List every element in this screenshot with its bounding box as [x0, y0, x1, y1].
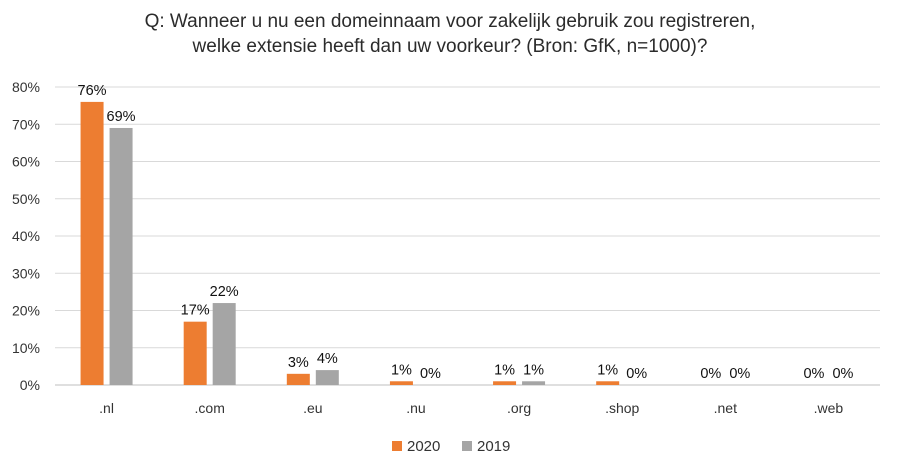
data-label-2020-eu: 3%: [288, 355, 309, 371]
data-label-2020-shop: 1%: [597, 362, 618, 378]
data-label-2019-net: 0%: [729, 366, 750, 382]
bar-2020-shop: [596, 381, 620, 385]
bar-2019-nl: [109, 127, 133, 385]
data-label-2019-nl: 69%: [107, 109, 136, 125]
y-tick-label: 60%: [12, 154, 40, 170]
data-label-2019-org: 1%: [523, 362, 544, 378]
bar-2019-com: [212, 303, 236, 385]
x-tick-label: .nl: [99, 400, 114, 416]
x-tick-label: .web: [814, 400, 844, 416]
data-label-2019-nu: 0%: [420, 366, 441, 382]
y-tick-label: 80%: [12, 79, 40, 95]
legend-swatch-2020: [392, 441, 402, 451]
x-tick-label: .eu: [303, 400, 322, 416]
bar-2020-nl: [80, 101, 104, 386]
x-tick-label: .net: [714, 400, 737, 416]
data-label-2020-nl: 76%: [78, 83, 107, 99]
chart-title-line-2: welke extensie heeft dan uw voorkeur? (B…: [192, 36, 708, 57]
data-label-2019-web: 0%: [832, 366, 853, 382]
x-tick-label: .shop: [605, 400, 639, 416]
x-tick-label: .com: [195, 400, 225, 416]
x-tick-label: .org: [507, 400, 531, 416]
data-label-2020-nu: 1%: [391, 362, 412, 378]
bars: [80, 101, 620, 386]
data-label-2019-shop: 0%: [626, 366, 647, 382]
y-tick-label: 50%: [12, 191, 40, 207]
bar-2020-eu: [286, 373, 310, 385]
bar-2019-eu: [315, 370, 339, 385]
legend-swatch-2019: [462, 441, 472, 451]
legend-label-2020: 2020: [407, 438, 440, 455]
data-label-2020-web: 0%: [803, 366, 824, 382]
legend-label-2019: 2019: [477, 438, 510, 455]
legend: 2020 2019: [392, 438, 510, 455]
y-tick-label: 40%: [12, 228, 40, 244]
y-tick-label: 20%: [12, 303, 40, 319]
bar-2020-com: [183, 321, 207, 385]
data-label-2019-com: 22%: [210, 284, 239, 300]
y-tick-label: 70%: [12, 116, 40, 132]
bar-2019-org: [522, 381, 546, 385]
y-tick-label: 30%: [12, 265, 40, 281]
data-label-2020-net: 0%: [700, 366, 721, 382]
bar-2020-org: [493, 381, 517, 385]
bar-2020-nu: [389, 381, 413, 385]
gridlines: [55, 86, 880, 386]
y-tick-label: 0%: [20, 377, 40, 393]
data-label-2020-com: 17%: [181, 303, 210, 319]
y-tick-label: 10%: [12, 340, 40, 356]
x-axis-ticks: .nl .com .eu .nu .org .shop .net .web: [99, 400, 843, 416]
data-label-2020-org: 1%: [494, 362, 515, 378]
data-labels: 76%69% 17%22% 3% 4% 1% 0% 1% 1% 1% 0% 0% 0% 0% 0%: [78, 83, 854, 382]
data-label-2019-eu: 4%: [317, 351, 338, 367]
y-axis-ticks: 0% 10% 20% 30% 40% 50% 60% 70% 80%: [12, 79, 40, 393]
chart-title-line-1: Q: Wanneer u nu een domeinnaam voor zake…: [145, 11, 756, 32]
x-tick-label: .nu: [406, 400, 425, 416]
